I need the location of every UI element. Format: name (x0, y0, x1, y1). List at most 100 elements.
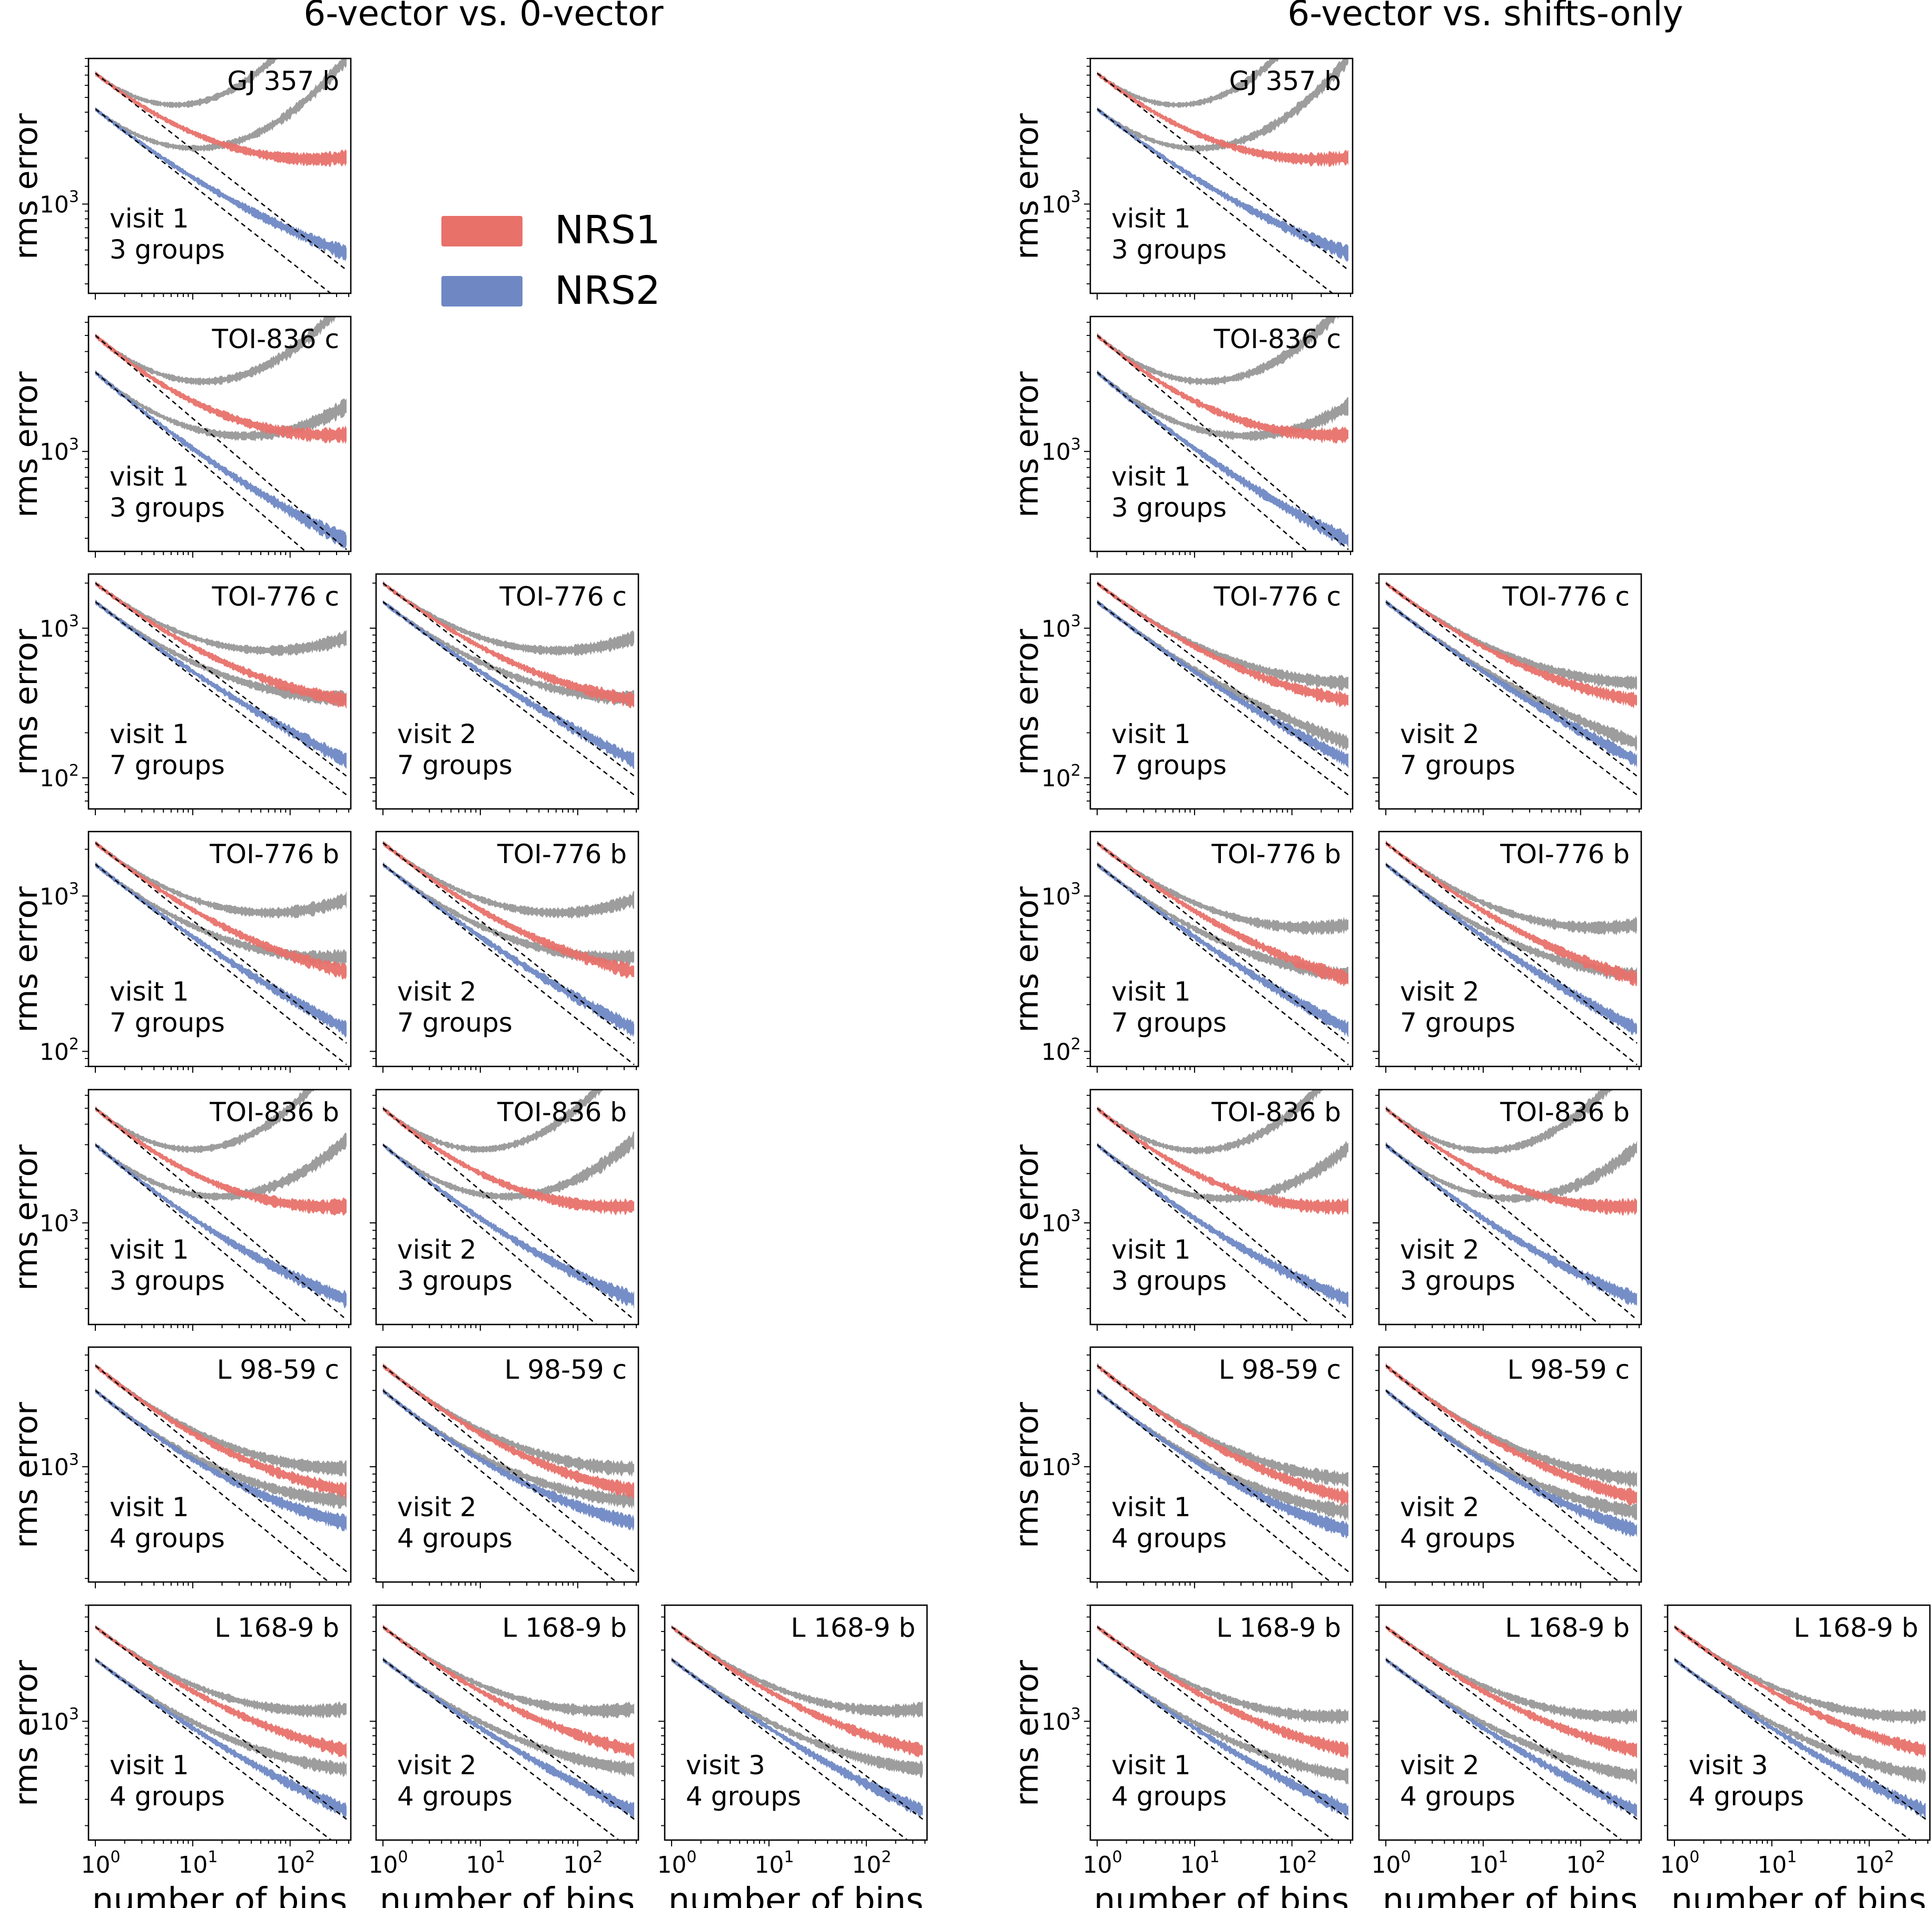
comparison-band-nrs2 (672, 1657, 923, 1778)
reference-line-nrs2 (1097, 1658, 1334, 1840)
y-tick-label: 103 (1041, 1450, 1081, 1481)
band-nrs2 (1674, 1657, 1926, 1820)
reference-line-nrs1 (1385, 1108, 1638, 1321)
plot-area (382, 1624, 635, 1840)
groups-label: 3 groups (397, 1266, 512, 1296)
target-label: L 168-9 b (502, 1613, 627, 1643)
band-nrs1 (95, 333, 347, 444)
x-tick-label: 102 (1566, 1848, 1605, 1879)
panel-frame (87, 1089, 352, 1326)
x-tick-label-base: 10 (178, 1852, 208, 1879)
y-axis-label: rms error (8, 1402, 45, 1548)
y-axis-label: rms error (1009, 1402, 1046, 1548)
groups-label: 4 groups (1111, 1781, 1227, 1812)
y-tick-label-exponent: 2 (1071, 1035, 1081, 1054)
band-nrs2 (1386, 1657, 1637, 1818)
target-label: TOI-836 b (497, 1097, 627, 1128)
band-nrs2 (1386, 600, 1637, 768)
groups-label: 4 groups (686, 1781, 801, 1812)
comparison-band-nrs1 (95, 841, 347, 919)
y-axis-label: rms error (8, 113, 45, 260)
panel-frame (1089, 831, 1354, 1067)
x-tick-label-base: 10 (275, 1852, 305, 1879)
band-nrs1 (95, 581, 347, 709)
y-tick-label: 103 (1041, 188, 1081, 219)
visit-label: visit 3 (1689, 1750, 1768, 1781)
band-nrs2 (1386, 1389, 1637, 1538)
visit-label: visit 1 (110, 1234, 189, 1265)
comparison-band-nrs2 (383, 1658, 634, 1777)
x-tick-label-base: 10 (466, 1852, 495, 1879)
panel-frame (1089, 57, 1354, 294)
band-nrs1 (1386, 1362, 1637, 1506)
y-tick-label-base: 10 (40, 1454, 69, 1481)
comparison-band-nrs1 (1386, 840, 1637, 936)
panel-frame (1089, 315, 1354, 552)
y-tick-label-base: 10 (1041, 191, 1071, 218)
visit-label: visit 1 (110, 1750, 189, 1781)
reference-line-nrs2 (382, 1144, 598, 1324)
target-label: TOI-836 b (1500, 1097, 1630, 1128)
panel-frame (87, 57, 352, 294)
y-tick-label: 103 (1041, 1705, 1081, 1736)
reference-line-nrs1 (1385, 842, 1638, 1044)
x-axis-label: number of bins (92, 1881, 347, 1908)
band-nrs2 (383, 1143, 634, 1309)
groups-label: 7 groups (1400, 1007, 1515, 1038)
plot-area (1097, 581, 1349, 796)
legend-swatch-nrs2 (441, 276, 523, 307)
comparison-band-nrs2 (95, 862, 347, 966)
y-tick-label-exponent: 3 (1071, 188, 1081, 206)
plot-area (1097, 841, 1349, 1065)
plot-area (1385, 1362, 1638, 1582)
y-tick-label: 103 (1041, 435, 1081, 466)
panel-frame (375, 573, 639, 810)
reference-line-nrs1 (1097, 1365, 1349, 1573)
x-tick-label: 100 (1083, 1848, 1122, 1879)
x-tick-label-exponent: 2 (1884, 1848, 1894, 1866)
reference-line-nrs1 (95, 842, 347, 1044)
x-axis-label: number of bins (1671, 1881, 1926, 1908)
y-tick-label-exponent: 2 (69, 1035, 79, 1054)
y-tick-label-base: 10 (1041, 765, 1071, 792)
groups-label: 4 groups (397, 1781, 512, 1812)
reference-line-nrs2 (1674, 1658, 1911, 1840)
target-label: GJ 357 b (1229, 66, 1341, 96)
reference-line-nrs2 (1097, 1144, 1312, 1324)
y-tick-label: 103 (1041, 880, 1081, 911)
band-nrs1 (95, 1625, 347, 1759)
reference-line-nrs1 (95, 1365, 347, 1573)
x-tick-label-base: 10 (369, 1852, 398, 1879)
target-label: TOI-776 b (209, 839, 339, 869)
reference-line-nrs2 (1097, 601, 1349, 796)
band-nrs1 (383, 1362, 634, 1500)
y-axis-label: rms error (8, 371, 45, 518)
reference-line-nrs1 (95, 1626, 347, 1820)
y-tick-label-base: 10 (1041, 616, 1071, 642)
y-tick-label: 103 (40, 1207, 79, 1237)
x-tick-label-exponent: 1 (1787, 1848, 1797, 1866)
plot-area (1385, 840, 1638, 1065)
y-tick-label-exponent: 3 (1071, 1705, 1081, 1724)
y-tick-label-exponent: 2 (1071, 762, 1081, 780)
band-nrs2 (1097, 862, 1348, 1037)
target-label: L 98-59 c (217, 1355, 339, 1385)
target-label: L 168-9 b (1505, 1613, 1630, 1643)
x-tick-label: 102 (852, 1848, 891, 1879)
band-nrs2 (1097, 1143, 1348, 1308)
band-nrs2 (672, 1657, 923, 1817)
y-tick-label: 103 (40, 188, 79, 219)
comparison-band-nrs2 (1097, 58, 1348, 152)
reference-line-nrs1 (382, 842, 635, 1044)
panel-right-row4-visit2: TOI-776 b visit 27 groups (1373, 831, 1642, 1073)
comparison-band-nrs1 (1097, 1090, 1323, 1155)
band-nrs1 (383, 842, 634, 978)
x-tick-label: 102 (275, 1848, 315, 1879)
y-tick-label: 103 (40, 1705, 79, 1736)
x-tick-label-exponent: 1 (208, 1848, 218, 1866)
band-nrs2 (383, 863, 634, 1037)
y-tick-label-base: 10 (40, 616, 69, 642)
